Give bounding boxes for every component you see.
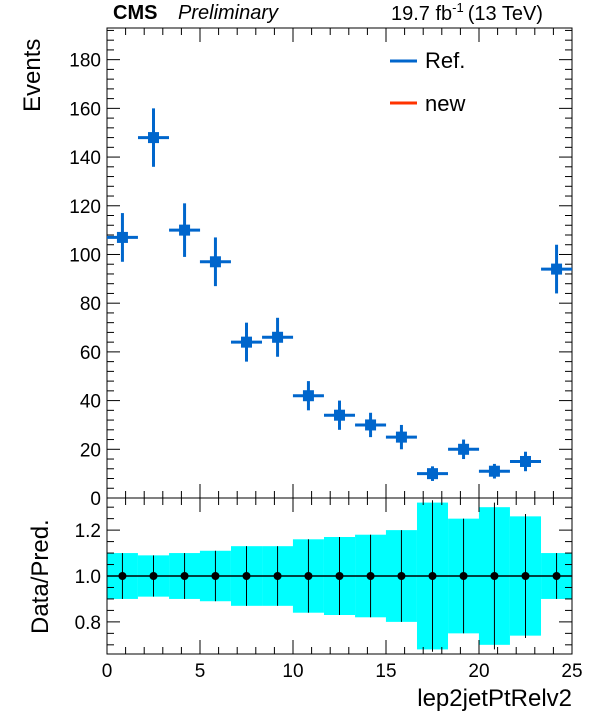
- ratio-point: [397, 572, 406, 580]
- main-axes: 0 20 40 60 80 100 120 140 160 180: [69, 28, 573, 510]
- ratio-y-tick-label: 0.8: [75, 613, 101, 634]
- ratio-axes: 0.8 1.0 1.2 0 5 10 15 20 25: [75, 498, 583, 682]
- lumi-value: 19.7 fb: [391, 3, 452, 25]
- ref-point: [148, 132, 159, 144]
- preliminary-label: Preliminary: [178, 2, 279, 24]
- ratio-point: [366, 572, 375, 580]
- ratio-point: [490, 572, 499, 580]
- ratio-point: [304, 572, 313, 580]
- cms-label: CMS: [113, 2, 157, 24]
- x-tick-label: 5: [195, 661, 206, 682]
- x-tick-label: 20: [468, 661, 489, 682]
- legend-ref-label: Ref.: [425, 48, 465, 73]
- ratio-y-tick-label: 1.0: [75, 567, 101, 588]
- ratio-point: [211, 572, 220, 580]
- lumi-label: 19.7 fb-1 (13 TeV): [391, 0, 543, 25]
- ratio-panel: 0.8 1.0 1.2 0 5 10 15 20 25 Data/Pred. lep2jetPt…: [27, 497, 583, 712]
- ratio-points: [118, 500, 561, 652]
- legend-new-label: new: [425, 91, 465, 116]
- legend: Ref. new: [390, 48, 465, 116]
- ref-point: [551, 263, 563, 275]
- ref-point: [427, 468, 438, 480]
- x-tick-label: 25: [561, 661, 582, 682]
- ratio-point: [552, 572, 561, 580]
- energy-label: (13 TeV): [468, 3, 543, 25]
- ref-point: [209, 256, 221, 268]
- ratio-point: [273, 572, 282, 580]
- x-tick-label: 0: [102, 661, 113, 682]
- x-axis-title: lep2jetPtRelv2: [417, 685, 572, 712]
- lumi-exponent: -1: [452, 0, 464, 15]
- y-tick-label: 160: [69, 99, 101, 120]
- main-points: [106, 108, 573, 481]
- ratio-point: [428, 572, 437, 580]
- ratio-point: [459, 572, 468, 580]
- ratio-point: [118, 572, 127, 580]
- ref-point: [334, 409, 345, 421]
- y-tick-label: 0: [90, 489, 101, 510]
- ratio-point: [521, 572, 530, 580]
- ratio-point: [242, 572, 251, 580]
- ratio-point: [149, 572, 158, 580]
- y-tick-label: 80: [80, 294, 101, 315]
- main-panel: 0 20 40 60 80 100 120 140 160 180 Events: [19, 27, 573, 510]
- ratio-point: [180, 572, 189, 580]
- ref-point: [458, 443, 470, 455]
- ref-point: [365, 419, 377, 431]
- y-tick-label: 20: [80, 440, 101, 461]
- ref-point: [302, 390, 314, 402]
- y-tick-label: 100: [69, 245, 101, 266]
- y-tick-label: 60: [80, 343, 101, 364]
- ref-point: [116, 231, 128, 243]
- ratio-point: [335, 572, 344, 580]
- ratio-y-axis-title: Data/Pred.: [27, 519, 54, 634]
- y-tick-label: 120: [69, 197, 101, 218]
- ref-point: [520, 455, 531, 467]
- ref-point: [395, 431, 407, 443]
- ref-point: [272, 331, 284, 343]
- x-tick-label: 15: [375, 661, 396, 682]
- ratio-y-tick-label: 1.2: [75, 521, 101, 542]
- y-tick-label: 40: [80, 392, 101, 413]
- ref-point: [241, 336, 252, 348]
- y-axis-title: Events: [19, 39, 46, 112]
- y-tick-label: 180: [69, 51, 101, 72]
- y-tick-label: 140: [69, 148, 101, 169]
- ref-point: [488, 465, 500, 477]
- x-tick-label: 10: [282, 661, 303, 682]
- ref-point: [179, 224, 191, 236]
